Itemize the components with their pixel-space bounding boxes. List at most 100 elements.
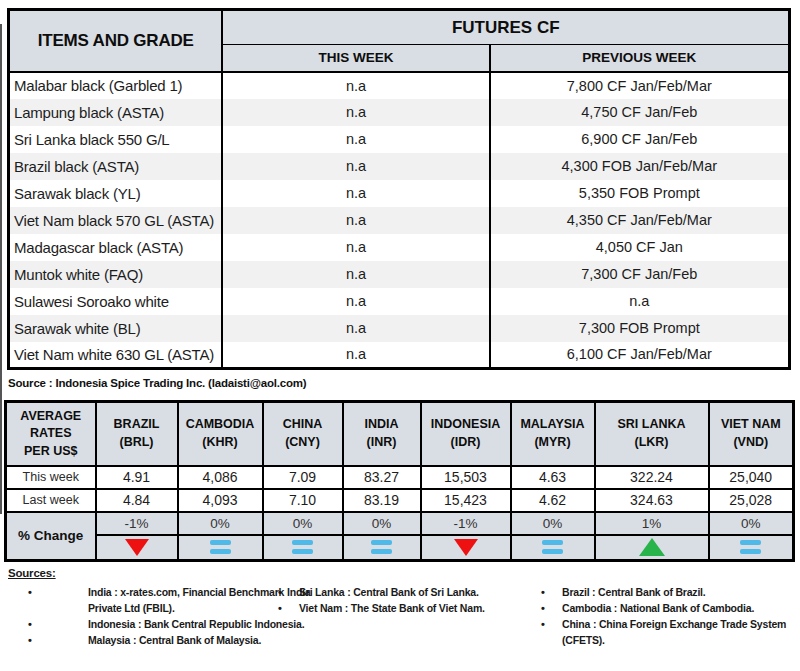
pct-change-cell: 0% — [263, 512, 343, 535]
blue-equals-icon — [710, 540, 793, 554]
equals-bar — [740, 549, 761, 554]
this-week-rate-cell: 322.24 — [595, 466, 709, 489]
this-week-value-cell: n.a — [222, 288, 489, 315]
last-week-row-label: Last week — [6, 489, 96, 512]
currency-header-cell: SRI LANKA (LKR) — [595, 402, 709, 466]
item-name-cell: Sarawak white (BL) — [9, 315, 223, 342]
currency-header-cell: VIET NAM (VND) — [709, 402, 794, 466]
equals-bar — [210, 549, 231, 554]
red-down-triangle-icon — [454, 539, 478, 556]
futures-row: Viet Nam black 570 GL (ASTA)n.a4,350 CF … — [9, 207, 790, 234]
trend-icon-cell — [709, 535, 794, 561]
pct-change-cell: 1% — [595, 512, 709, 535]
previous-week-value-cell: 7,800 CF Jan/Feb/Mar — [490, 72, 790, 99]
previous-week-value-cell: 4,050 CF Jan — [490, 234, 790, 261]
source-list-item: Viet Nam : The State Bank of Viet Nam. — [274, 600, 526, 616]
currency-header-cell: INDIA (INR) — [343, 402, 421, 466]
blue-equals-icon — [344, 540, 420, 554]
this-week-rate-cell: 7.09 — [263, 466, 343, 489]
pct-change-cell: 0% — [511, 512, 595, 535]
equals-bar — [292, 540, 313, 545]
item-name-cell: Madagascar black (ASTA) — [9, 234, 223, 261]
futures-header-row-1: ITEMS AND GRADE FUTURES CF — [9, 10, 790, 45]
futures-table: ITEMS AND GRADE FUTURES CF THIS WEEK PRE… — [7, 8, 791, 370]
equals-bar — [371, 540, 392, 545]
blue-equals-icon — [264, 540, 342, 554]
source-list-item: Indonesia : Bank Central Republic Indone… — [24, 616, 354, 632]
futures-row: Brazil black (ASTA)n.a4,300 FOB Jan/Feb/… — [9, 153, 790, 180]
this-week-value-cell: n.a — [222, 72, 489, 99]
source-list-item: Malaysia : Central Bank of Malaysia. — [24, 632, 354, 648]
rates-trend-icon-row — [6, 535, 794, 561]
last-week-rate-cell: 25,028 — [709, 489, 794, 512]
source-list-item: Brazil : Central Bank of Brazil. — [537, 584, 800, 600]
rates-section: AVERAGE RATES PER US$ BRAZIL (BRL)CAMBOD… — [4, 400, 792, 562]
this-week-value-cell: n.a — [222, 342, 489, 369]
futures-row: Malabar black (Garbled 1)n.a7,800 CF Jan… — [9, 72, 790, 99]
item-name-cell: Viet Nam black 570 GL (ASTA) — [9, 207, 223, 234]
trend-icon-cell — [178, 535, 263, 561]
currency-header-cell: CAMBODIA (KHR) — [178, 402, 263, 466]
currency-header-cell: MALAYSIA (MYR) — [511, 402, 595, 466]
equals-bar — [542, 540, 563, 545]
blue-equals-icon — [179, 540, 262, 554]
futures-row: Viet Nam white 630 GL (ASTA)n.a6,100 CF … — [9, 342, 790, 369]
this-week-value-cell: n.a — [222, 234, 489, 261]
pct-change-cell: 0% — [178, 512, 263, 535]
this-week-value-cell: n.a — [222, 126, 489, 153]
page-edge-line — [0, 24, 2, 514]
equals-bar — [740, 540, 761, 545]
previous-week-value-cell: 7,300 CF Jan/Feb — [490, 261, 790, 288]
this-week-value-cell: n.a — [222, 99, 489, 126]
previous-week-value-cell: 5,350 FOB Prompt — [490, 180, 790, 207]
futures-row: Sarawak black (YL)n.a5,350 FOB Prompt — [9, 180, 790, 207]
blue-equals-icon — [512, 540, 594, 554]
last-week-rate-cell: 4.62 — [511, 489, 595, 512]
equals-bar — [542, 549, 563, 554]
previous-week-value-cell: 6,100 CF Jan/Feb/Mar — [490, 342, 790, 369]
item-name-cell: Brazil black (ASTA) — [9, 153, 223, 180]
this-week-rate-cell: 25,040 — [709, 466, 794, 489]
sources-column-3: Brazil : Central Bank of Brazil.Cambodia… — [537, 584, 800, 648]
last-week-rate-cell: 15,423 — [421, 489, 511, 512]
sources-column-2: Sri Lanka : Central Bank of Sri Lanka.Vi… — [274, 584, 526, 616]
previous-week-value-cell: 4,350 CF Jan/Feb/Mar — [490, 207, 790, 234]
trend-icon-cell — [511, 535, 595, 561]
this-week-rate-cell: 15,503 — [421, 466, 511, 489]
this-week-header: THIS WEEK — [222, 45, 489, 72]
futures-row: Sarawak white (BL)n.a7,300 FOB Prompt — [9, 315, 790, 342]
futures-row: Sulawesi Soroako whiten.an.a — [9, 288, 790, 315]
pct-change-row-label: % Change — [6, 512, 96, 561]
average-rates-header: AVERAGE RATES PER US$ — [6, 402, 96, 466]
rates-table: AVERAGE RATES PER US$ BRAZIL (BRL)CAMBOD… — [4, 400, 795, 562]
previous-week-value-cell: n.a — [490, 288, 790, 315]
trend-icon-cell — [96, 535, 178, 561]
this-week-value-cell: n.a — [222, 180, 489, 207]
this-week-rate-cell: 4.91 — [96, 466, 178, 489]
this-week-value-cell: n.a — [222, 261, 489, 288]
pct-change-cell: -1% — [96, 512, 178, 535]
this-week-rate-cell: 4,086 — [178, 466, 263, 489]
rates-pct-row: % Change -1%0%0%0%-1%0%1%0% — [6, 512, 794, 535]
sources-section: Sources: India : x-rates.com, Financial … — [8, 567, 798, 667]
item-name-cell: Muntok white (FAQ) — [9, 261, 223, 288]
green-up-triangle-icon — [639, 538, 665, 556]
this-week-value-cell: n.a — [222, 153, 489, 180]
currency-header-cell: INDONESIA (IDR) — [421, 402, 511, 466]
equals-bar — [371, 549, 392, 554]
this-week-rate-cell: 4.63 — [511, 466, 595, 489]
futures-row: Lampung black (ASTA)n.a4,750 CF Jan/Feb — [9, 99, 790, 126]
sources-title: Sources: — [8, 567, 798, 579]
last-week-rate-cell: 4,093 — [178, 489, 263, 512]
red-down-triangle-icon — [125, 539, 149, 556]
this-week-value-cell: n.a — [222, 207, 489, 234]
item-name-cell: Sarawak black (YL) — [9, 180, 223, 207]
this-week-value-cell: n.a — [222, 315, 489, 342]
pct-change-cell: 0% — [343, 512, 421, 535]
previous-week-value-cell: 6,900 CF Jan/Feb — [490, 126, 790, 153]
futures-source-note: Source : Indonesia Spice Trading Inc. (l… — [8, 377, 791, 389]
trend-icon-cell — [263, 535, 343, 561]
previous-week-value-cell: 4,300 FOB Jan/Feb/Mar — [490, 153, 790, 180]
currency-header-cell: CHINA (CNY) — [263, 402, 343, 466]
rates-thisweek-row: This week 4.914,0867.0983.2715,5034.6332… — [6, 466, 794, 489]
